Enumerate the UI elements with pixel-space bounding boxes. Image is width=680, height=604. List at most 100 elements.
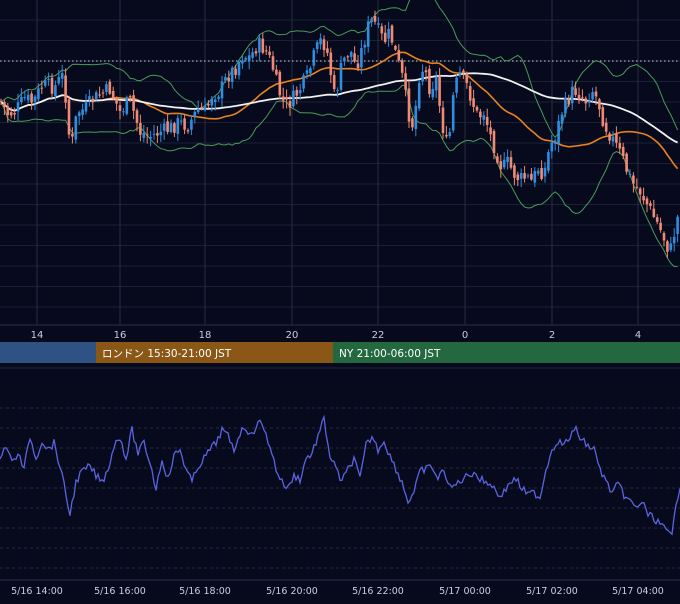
candle [621,142,625,160]
candle [591,87,594,102]
candle [166,114,169,135]
candle [482,111,486,127]
candle-body [30,93,33,103]
candle [336,87,339,98]
candle-body [472,98,475,107]
candle [564,92,567,118]
candle [111,86,115,101]
osc-x-tick-label: 5/16 16:00 [94,586,146,597]
candle [557,114,560,153]
candle [312,47,316,70]
candle-body [373,16,377,22]
candle-body [662,233,666,241]
candle-body [190,119,193,130]
candle-body [414,105,418,130]
candle [383,24,387,44]
candle [431,81,435,100]
candle [353,46,356,64]
candle-body [54,85,57,97]
candle-body [33,96,37,102]
candle-body [475,106,479,111]
candle [380,23,384,41]
candle [414,100,418,137]
candle [632,172,635,193]
candle-body [417,82,421,109]
candle-body [173,123,176,133]
candle [261,33,265,55]
candle-body [506,156,509,163]
candle-body [9,112,13,116]
candle [139,114,142,142]
candle [332,70,336,92]
candle [574,81,577,98]
candle [475,105,479,113]
candle [441,100,445,139]
candle-body [268,51,271,56]
candle-body [462,70,465,74]
candle-body [91,98,95,103]
session-band-1: ロンドン 15:30-21:00 JST [96,342,333,363]
candle [363,40,367,55]
candle [594,86,598,106]
candle [479,108,482,125]
candle [567,94,571,107]
candle-body [618,143,622,149]
candle-body [621,146,625,157]
candle [669,236,673,253]
candle-body [468,86,472,101]
candle-body [451,95,455,131]
candle [424,66,428,81]
candle-body [108,81,112,94]
candle-body [13,113,16,115]
candle-body [455,77,458,93]
candle-body [183,118,186,130]
candle-body [128,95,132,97]
price-x-tick-label: 18 [199,330,212,341]
candle [135,108,139,132]
candle [319,33,322,50]
candle-body [261,38,265,53]
price-x-tick-label: 22 [372,330,385,341]
candle-body [445,134,448,137]
candle [570,80,574,110]
candle-body [47,79,50,81]
candle-body [281,96,285,101]
candle-body [315,42,319,50]
candle-body [496,156,499,163]
candle [428,65,431,98]
candle-body [162,123,166,131]
candle-body [166,121,169,132]
candle [71,127,74,144]
candle [67,95,71,139]
candle-body [360,48,363,68]
candle-body [448,132,452,137]
candle [3,100,6,116]
candle-body [441,107,445,133]
candle-body [298,90,302,94]
candle-body [421,71,424,82]
candle-body [632,175,635,184]
candle [169,119,173,134]
candle-body [3,101,6,107]
candle [159,123,163,143]
candle [241,55,244,69]
candle-body [615,133,618,143]
candle-body [424,70,428,73]
candle-body [587,101,591,103]
candle-body [224,77,227,81]
candle [499,154,503,178]
candle-body [387,28,390,39]
candle [547,149,550,174]
candle-body [292,90,295,107]
candle [394,44,397,51]
candle-body [169,123,173,133]
candle-body [159,131,163,136]
candle [523,165,526,183]
session-band-label: NY 21:00-06:00 JST [339,348,441,360]
candle-body [278,71,282,96]
candle [142,124,146,143]
candle-body [196,108,200,113]
candle-body [309,68,312,74]
candle-body [611,136,615,142]
candle [676,214,679,243]
